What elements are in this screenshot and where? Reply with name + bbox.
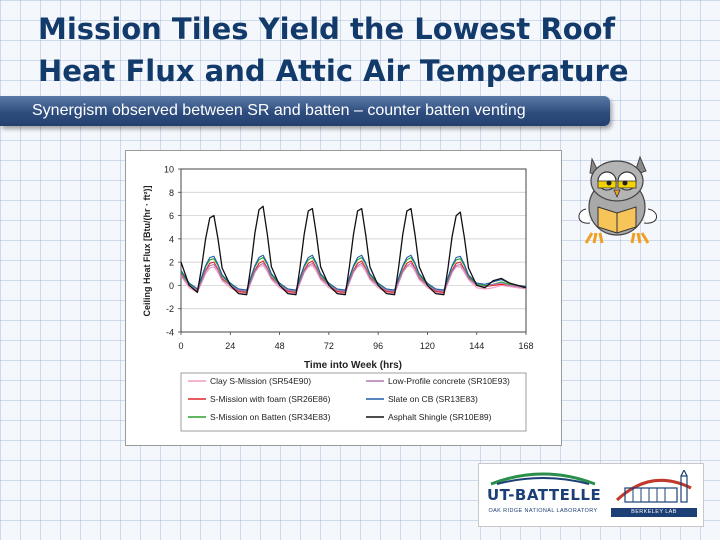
- legend-entry: Asphalt Shingle (SR10E89): [388, 412, 492, 422]
- series-line: [180, 205, 527, 296]
- legend-box: [180, 372, 527, 432]
- owl-reading-book-icon: [570, 145, 666, 250]
- legend-entry: Clay S-Mission (SR54E90): [210, 376, 311, 386]
- x-tick-label: 0: [178, 341, 183, 351]
- chart-series: [180, 205, 527, 296]
- x-tick-label: 24: [225, 341, 235, 351]
- y-tick-label: -2: [166, 304, 174, 314]
- title-line-1: Mission Tiles Yield the Lowest Roof: [38, 12, 616, 46]
- y-tick-label: 2: [169, 258, 174, 268]
- legend-entry: S-Mission with foam (SR26E86): [210, 394, 331, 404]
- y-axis-label: Ceiling Heat Flux [Btu/(hr · ft²)]: [142, 186, 152, 317]
- berkeley-lab-logo: BERKELEY LAB: [611, 470, 697, 522]
- y-tick-label: 6: [169, 211, 174, 221]
- x-tick-label: 96: [373, 341, 383, 351]
- heat-flux-chart: -4 -2 0 2 4 6 8 10 0 24 48 72 96 120 144 168 Time into …: [125, 150, 562, 446]
- series-line: [180, 254, 527, 291]
- legend-entry: Slate on CB (SR13E83): [388, 394, 478, 404]
- logo-strip: UT-BATTELLE OAK RIDGE NATIONAL LABORATOR…: [478, 463, 704, 527]
- x-tick-label: 168: [518, 341, 533, 351]
- x-tick-label: 144: [469, 341, 484, 351]
- ut-battelle-text: UT-BATTELLE: [487, 486, 602, 504]
- ut-battelle-logo: UT-BATTELLE OAK RIDGE NATIONAL LABORATOR…: [487, 470, 602, 522]
- y-tick-label: 0: [169, 281, 174, 291]
- x-tick-label: 72: [324, 341, 334, 351]
- y-tick-label: 4: [169, 234, 174, 244]
- page-title: Mission Tiles Yield the Lowest Roof Heat…: [38, 8, 698, 92]
- ut-battelle-subtext: OAK RIDGE NATIONAL LABORATORY: [488, 508, 598, 514]
- y-tick-label: 8: [169, 188, 174, 198]
- chart-grid: [181, 168, 526, 333]
- legend-entry: Low-Profile concrete (SR10E93): [388, 376, 510, 386]
- chart-legend: Clay S-Mission (SR54E90) S-Mission with f…: [188, 376, 510, 422]
- legend-entry: S-Mission on Batten (SR34E83): [210, 412, 331, 422]
- title-line-2: Heat Flux and Attic Air Temperature: [38, 54, 629, 88]
- x-tick-label: 120: [420, 341, 435, 351]
- plot-frame: [180, 168, 527, 333]
- series-line: [180, 262, 527, 292]
- y-tick-label: -4: [166, 328, 174, 338]
- x-tick-label: 48: [275, 341, 285, 351]
- x-axis-label: Time into Week (hrs): [304, 360, 402, 371]
- berkeley-lab-subtext: BERKELEY LAB: [611, 508, 697, 517]
- subtitle-banner: Synergism observed between SR and batten…: [0, 96, 610, 126]
- y-tick-label: 10: [164, 165, 174, 175]
